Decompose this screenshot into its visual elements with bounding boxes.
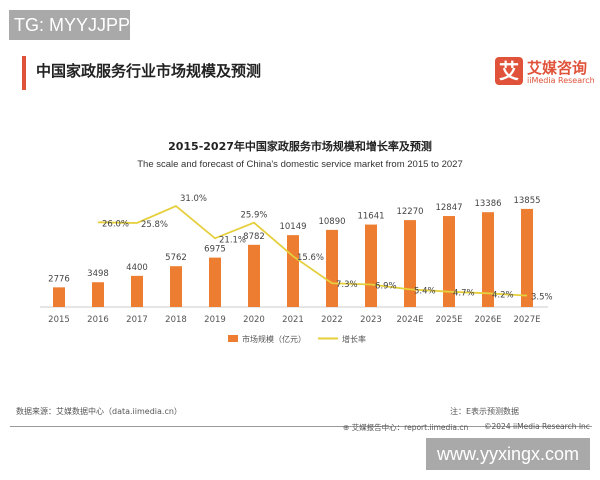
bar xyxy=(92,282,104,307)
bar xyxy=(443,216,455,307)
growth-line xyxy=(97,204,528,297)
chart-subtitle: The scale and forecast of China's domest… xyxy=(137,159,463,170)
chart-title: 2015-2027年中国家政服务市场规模和增长率及预测 xyxy=(168,140,432,153)
x-tick-label: 2020 xyxy=(243,315,265,325)
x-tick-label: 2017 xyxy=(126,315,148,325)
bar-label: 6975 xyxy=(204,245,226,255)
legend-line-label: 增长率 xyxy=(342,334,366,344)
bar-label: 10890 xyxy=(318,217,345,227)
logo-mark: 艾 xyxy=(495,57,523,85)
line-label: 6.9% xyxy=(375,282,397,292)
bar-label: 10149 xyxy=(279,222,306,232)
bar xyxy=(170,266,182,307)
line-label: 3.5% xyxy=(531,293,553,303)
x-tick-label: 2025E xyxy=(435,315,462,325)
legend-bar-swatch xyxy=(228,335,238,342)
line-label: 4.2% xyxy=(492,290,514,300)
bar-label: 13386 xyxy=(474,199,501,209)
bar-label: 3498 xyxy=(87,269,109,279)
x-tick-label: 2024E xyxy=(396,315,423,325)
line-label: 5.4% xyxy=(414,286,436,296)
bar xyxy=(248,244,260,307)
title-accent xyxy=(22,56,26,90)
globe-icon: ⊕ xyxy=(343,423,352,432)
x-tick-label: 2016 xyxy=(87,315,109,325)
bar xyxy=(365,224,377,307)
divider xyxy=(10,426,592,427)
x-tick-label: 2023 xyxy=(360,315,382,325)
x-tick-label: 2022 xyxy=(321,315,343,325)
line-label: 31.0% xyxy=(180,194,207,204)
line-label: 4.7% xyxy=(453,289,475,299)
line-label: 26.0% xyxy=(102,219,129,229)
bar xyxy=(482,212,494,307)
line-label: 25.9% xyxy=(240,211,267,221)
bar xyxy=(53,287,65,307)
bar-label: 12270 xyxy=(396,207,423,217)
x-tick-label: 2026E xyxy=(474,315,501,325)
bar-label: 2776 xyxy=(48,274,70,284)
x-tick-label: 2021 xyxy=(282,315,304,325)
report-center: ⊕ 艾媒报告中心：report.iimedia.cn xyxy=(343,423,469,432)
page-title: 中国家政服务行业市场规模及预测 xyxy=(36,62,262,80)
source-note: 数据来源：艾媒数据中心（data.iimedia.cn） xyxy=(16,407,182,416)
bar xyxy=(326,229,338,307)
x-tick-label: 2015 xyxy=(48,315,70,325)
bar-label: 4400 xyxy=(126,263,148,273)
line-label: 15.6% xyxy=(297,253,324,263)
bar xyxy=(521,208,533,307)
bar-label: 5762 xyxy=(165,253,187,263)
chart: 2776 2015 3498 2016 4400 2017 5762 2018 6975 2019… xyxy=(40,194,553,344)
bar-label: 12847 xyxy=(435,203,462,213)
bar xyxy=(209,257,221,307)
legend-bar-label: 市场规模（亿元） xyxy=(242,334,306,344)
bar-label: 13855 xyxy=(513,196,540,206)
logo-name: 艾媒咨询 xyxy=(527,59,588,77)
line-label: 7.3% xyxy=(336,280,358,290)
bar xyxy=(404,220,416,307)
bar xyxy=(287,235,299,307)
copyright: ©2024 iiMedia Research Inc xyxy=(484,422,590,431)
forecast-note: 注：E表示预测数据 xyxy=(450,407,520,416)
line-label: 21.1% xyxy=(219,235,246,245)
line-label: 25.8% xyxy=(141,220,168,230)
x-tick-label: 2018 xyxy=(165,315,187,325)
logo-name-en: iiMedia Research xyxy=(527,76,595,85)
watermark-bottom: www.yyxingx.com xyxy=(426,438,590,470)
bar-label: 8782 xyxy=(243,232,265,242)
bar xyxy=(131,275,143,307)
watermark-top: TG: MYYJJPP xyxy=(9,10,130,40)
x-tick-label: 2019 xyxy=(204,315,226,325)
bar-label: 11641 xyxy=(357,212,384,222)
x-tick-label: 2027E xyxy=(513,315,540,325)
